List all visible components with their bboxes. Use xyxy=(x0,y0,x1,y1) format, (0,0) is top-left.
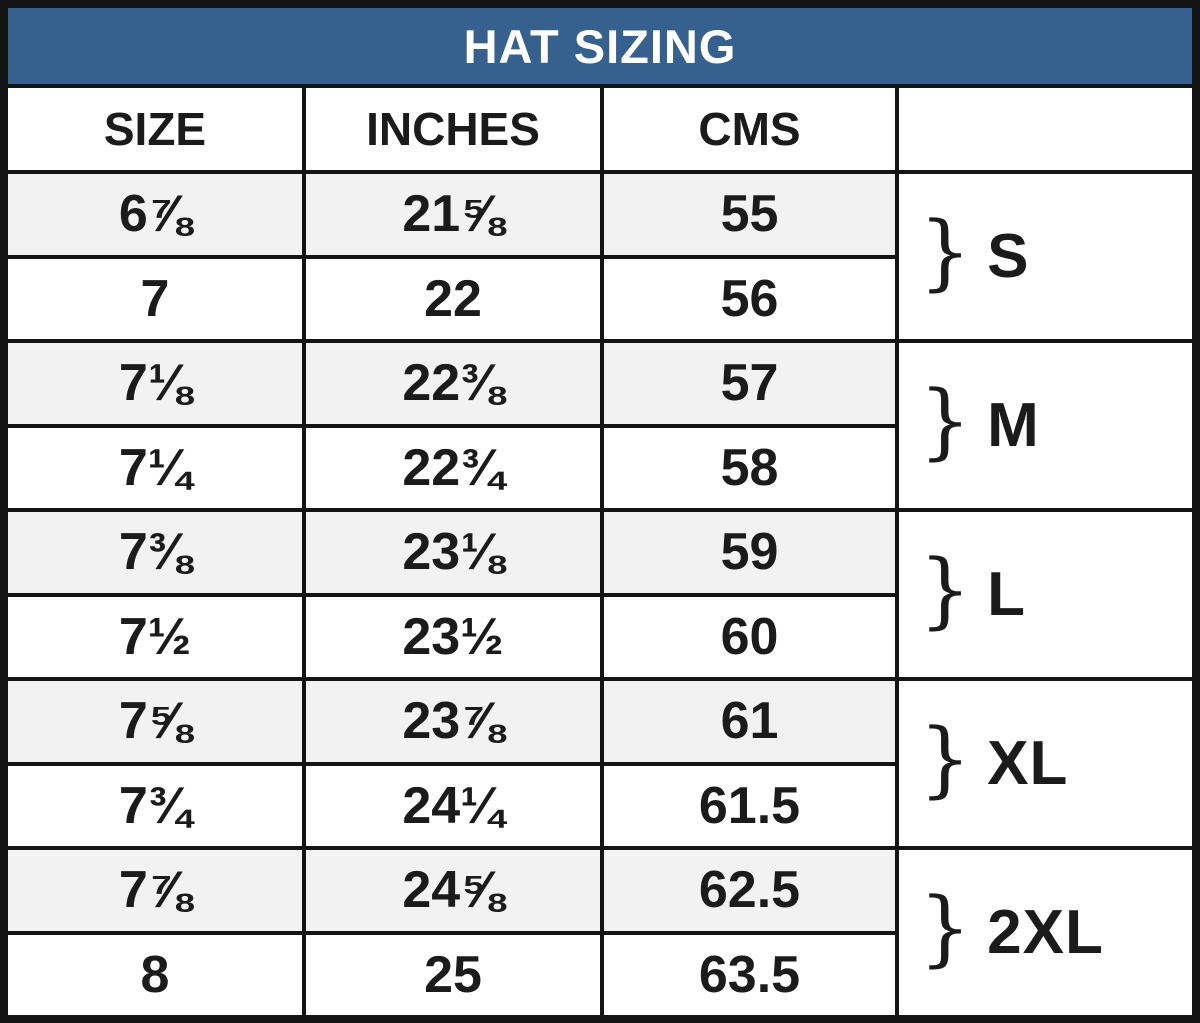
group-cell-l: } L xyxy=(899,512,1192,677)
cell-inches: 23½ xyxy=(306,596,600,677)
cell-cms: 61.5 xyxy=(604,765,895,846)
table-title-bar: HAT SIZING xyxy=(8,8,1192,84)
cell-size: 7⅞ xyxy=(8,850,302,931)
cell-size: 7¾ xyxy=(8,765,302,846)
brace-icon: } xyxy=(919,204,972,300)
cell-cms: 57 xyxy=(604,343,895,424)
cell-size: 8 xyxy=(8,934,302,1015)
group-label: 2XL xyxy=(987,898,1104,967)
cell-size: 7⅝ xyxy=(8,681,302,762)
cell-inches: 22¾ xyxy=(306,427,600,508)
group-cell-xl: } XL xyxy=(899,681,1192,846)
page-title: HAT SIZING xyxy=(463,19,737,73)
cell-inches: 22 xyxy=(306,258,600,339)
cell-cms: 55 xyxy=(604,174,895,255)
group-label: M xyxy=(987,391,1040,460)
cell-inches: 25 xyxy=(306,934,600,1015)
group-label: XL xyxy=(987,729,1069,798)
column-header-cms: CMS xyxy=(604,88,895,170)
cell-inches: 23⅞ xyxy=(306,681,600,762)
group-cell-2xl: } 2XL xyxy=(899,850,1192,1015)
cell-size: 7¼ xyxy=(8,427,302,508)
cell-size: 7 xyxy=(8,258,302,339)
cell-cms: 60 xyxy=(604,596,895,677)
cell-cms: 56 xyxy=(604,258,895,339)
cell-cms: 58 xyxy=(604,427,895,508)
cell-cms: 63.5 xyxy=(604,934,895,1015)
brace-icon: } xyxy=(919,542,972,638)
column-header-group xyxy=(899,88,1192,170)
cell-inches: 24⅝ xyxy=(306,850,600,931)
cell-cms: 62.5 xyxy=(604,850,895,931)
cell-size: 7½ xyxy=(8,596,302,677)
cell-inches: 22⅜ xyxy=(306,343,600,424)
cell-inches: 24¼ xyxy=(306,765,600,846)
brace-icon: } xyxy=(919,880,972,976)
brace-icon: } xyxy=(919,711,972,807)
group-cell-m: } M xyxy=(899,343,1192,508)
group-label: L xyxy=(987,560,1027,629)
cell-inches: 21⅝ xyxy=(306,174,600,255)
column-header-size: SIZE xyxy=(8,88,302,170)
brace-icon: } xyxy=(919,373,972,469)
column-header-inches: INCHES xyxy=(306,88,600,170)
cell-cms: 59 xyxy=(604,512,895,593)
cell-cms: 61 xyxy=(604,681,895,762)
cell-size: 7⅜ xyxy=(8,512,302,593)
group-cell-s: } S xyxy=(899,174,1192,339)
cell-size: 7⅛ xyxy=(8,343,302,424)
cell-inches: 23⅛ xyxy=(306,512,600,593)
group-label: S xyxy=(987,222,1030,291)
cell-size: 6⅞ xyxy=(8,174,302,255)
